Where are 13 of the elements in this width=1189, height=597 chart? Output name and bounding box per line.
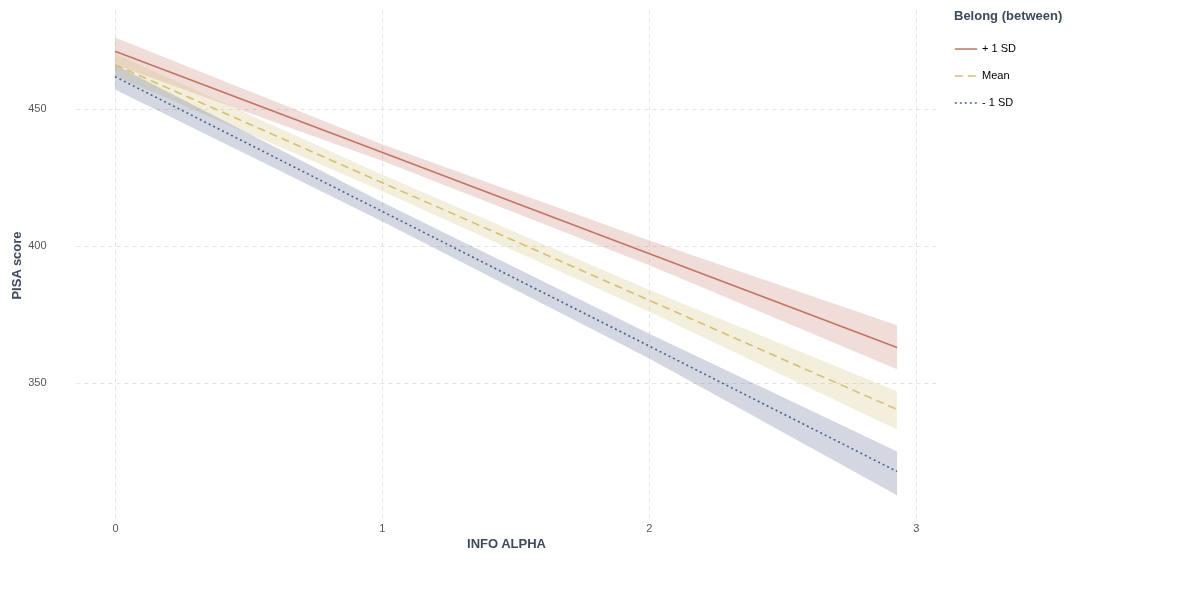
x-tick-label: 0 xyxy=(112,521,119,534)
legend-label: + 1 SD xyxy=(982,42,1016,54)
x-tick-label: 1 xyxy=(379,521,386,534)
x-tick-label: 3 xyxy=(913,521,920,534)
legend-title: Belong (between) xyxy=(954,8,1063,23)
x-tick-label: 2 xyxy=(646,521,653,534)
y-tick-label: 450 xyxy=(28,102,47,115)
legend-label: - 1 SD xyxy=(982,96,1014,108)
y-axis-title: PISA score xyxy=(9,231,25,300)
y-tick-label: 350 xyxy=(28,376,47,389)
y-tick-label: 400 xyxy=(28,239,47,252)
x-axis-title: INFO ALPHA xyxy=(467,535,547,551)
legend-label: Mean xyxy=(982,69,1010,81)
